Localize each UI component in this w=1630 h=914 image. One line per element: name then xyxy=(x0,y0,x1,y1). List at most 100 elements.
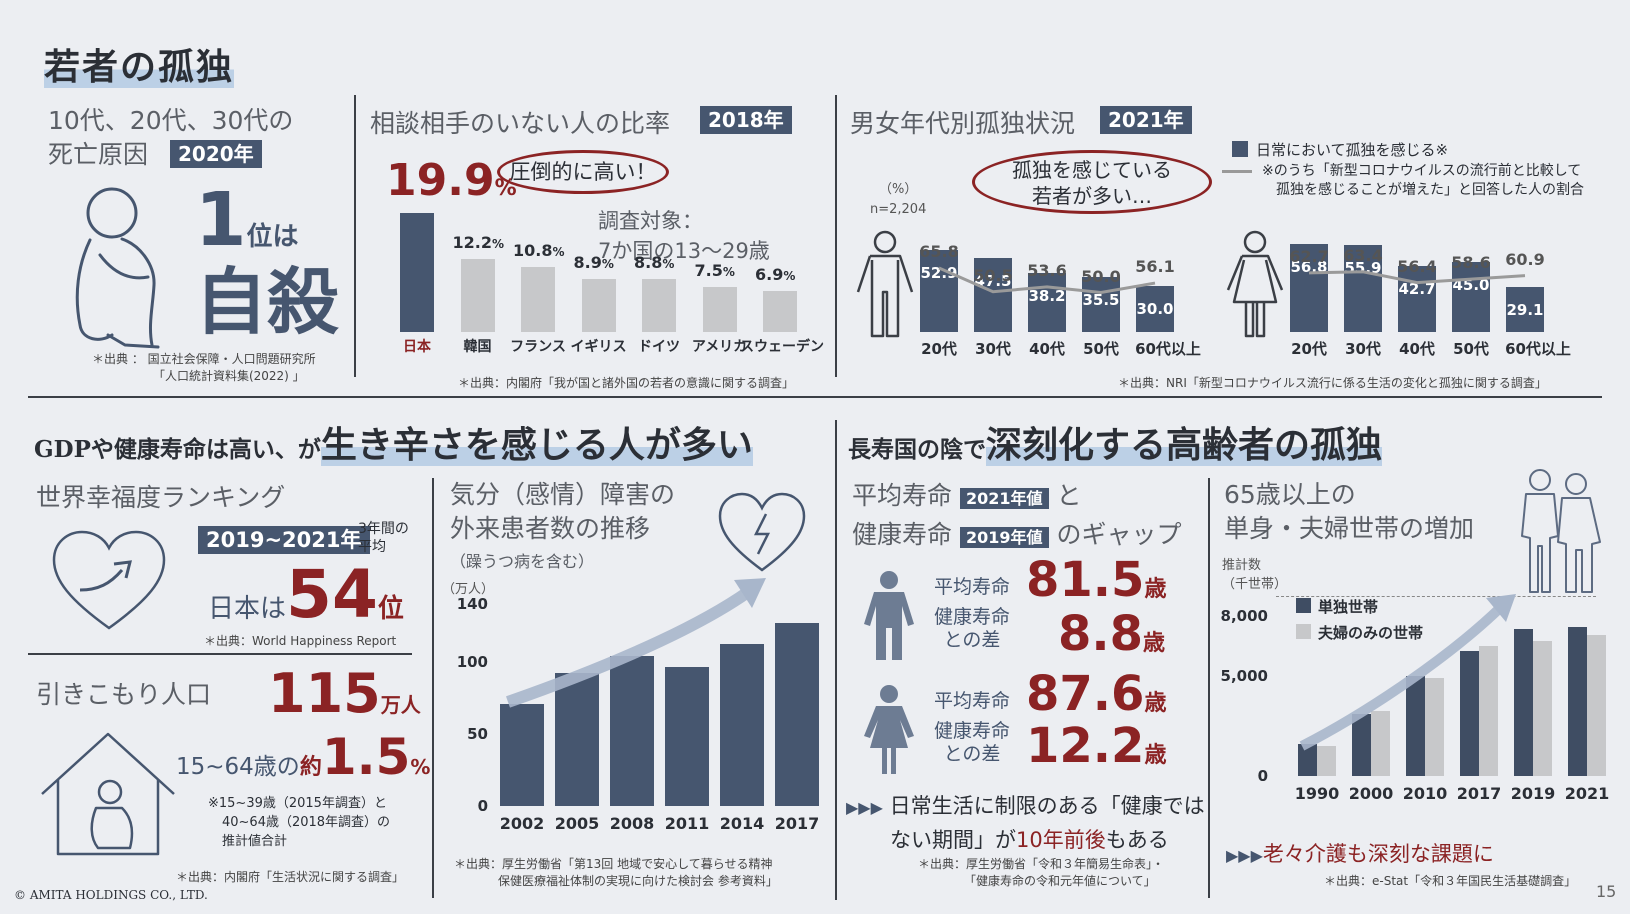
category-label: スウェーデン xyxy=(740,339,824,355)
house-person-icon xyxy=(41,732,175,856)
divider xyxy=(28,396,1602,398)
series-line xyxy=(1308,270,1526,285)
bar xyxy=(1398,265,1436,332)
y-tick-label: 50 xyxy=(467,724,488,743)
female-gap-value: 12.2歳 xyxy=(1026,718,1167,774)
female-person-icon xyxy=(1226,230,1284,338)
bar xyxy=(1290,243,1328,332)
trend-arrow xyxy=(506,578,766,708)
divider xyxy=(432,478,434,898)
divider xyxy=(835,420,837,900)
category-label: 50代 xyxy=(1083,340,1119,358)
category-label: 30代 xyxy=(975,340,1011,358)
bar xyxy=(1425,678,1444,776)
bar xyxy=(610,655,654,806)
bar xyxy=(1352,714,1371,776)
elderly-unit: 推計数 （千世帯） xyxy=(1222,558,1288,592)
category-label: 2000 xyxy=(1348,784,1394,803)
category-label: 2017 xyxy=(774,814,820,833)
band-heading-left: GDPや健康寿命は高い、が生き辛さを感じる人が多い xyxy=(34,424,753,466)
category-label: 20代 xyxy=(921,340,957,358)
male-loneliness-chart: 52.9 20代 47.5 30代 38.2 40代 35.5 50代 30.0 60代以上 65.… xyxy=(919,220,1220,365)
category-label: 2010 xyxy=(1402,784,1448,803)
elderly-callout: ▶▶▶老々介護も深刻な課題に xyxy=(1226,842,1494,866)
data-label: 35.5 xyxy=(1082,290,1120,309)
elderly-heading: 65歳以上の 単身・夫婦世帯の増加 xyxy=(1224,480,1475,543)
period-note: 3年間の 平均 xyxy=(358,521,409,555)
lonely-person-icon xyxy=(75,187,160,349)
elderly-couple-icon xyxy=(1521,469,1601,593)
bar xyxy=(665,667,709,806)
data-label: 38.2 xyxy=(1028,286,1066,305)
y-axis-unit: （万人） xyxy=(442,582,495,597)
legend-bar-label: 日常において孤独を感じる※ xyxy=(1256,141,1449,159)
happiness-rank: 日本は54位 xyxy=(208,556,404,633)
survey-note: 調査対象： 7か国の13〜29歳 xyxy=(598,209,770,263)
year-badge: 2020年 xyxy=(170,140,262,168)
category-label: 2021 xyxy=(1564,784,1610,803)
data-label-unit: % xyxy=(722,265,735,279)
category-label: イギリス xyxy=(570,339,627,355)
legend-swatch xyxy=(1296,624,1311,639)
bar xyxy=(775,622,819,806)
bar xyxy=(642,279,676,332)
y-tick-label: 0 xyxy=(477,797,488,815)
elderly-chart: 0 5,000 8,000 単独世帯 夫婦のみの世帯 1990 2000 2010 2017 20… xyxy=(1220,594,1609,836)
year-badge: 2019年値 xyxy=(959,527,1049,548)
divider xyxy=(1208,478,1210,898)
data-label: 10.8% xyxy=(513,241,565,261)
year-badge: 2021年値 xyxy=(959,488,1049,509)
source-text: ＊出典：e-Stat「令和３年国民生活基礎調査」 xyxy=(1324,874,1577,888)
data-label: 42.7 xyxy=(1398,279,1436,298)
page-title: 若者の孤独 xyxy=(44,47,235,88)
category-label: 2002 xyxy=(499,814,545,833)
broken-heart-icon xyxy=(718,492,806,572)
category-label: 60代以上 xyxy=(1505,340,1571,358)
legend-bar-swatch xyxy=(1232,141,1248,157)
line-layer xyxy=(1308,270,1526,285)
heart-arrow-icon xyxy=(52,530,166,630)
data-label: 63.4 xyxy=(1343,245,1383,265)
unit-label: （%） n=2,204 xyxy=(870,182,927,217)
source-text: ＊出典 ： 国立社会保障・人口問題研究所 「人口統計資料集(2022) 」 xyxy=(92,352,316,383)
y-tick-label: 100 xyxy=(456,652,488,671)
bar xyxy=(702,287,737,332)
female-gap-label: 健康寿命 との差 xyxy=(934,720,1011,765)
trend-arrow xyxy=(1299,594,1516,751)
bar xyxy=(1136,285,1174,332)
y-tick-label: 8,000 xyxy=(1220,607,1268,625)
bar xyxy=(720,644,764,806)
emphasis-bubble: 孤独を感じている 若者が多い… xyxy=(972,150,1212,214)
data-label: 56.1 xyxy=(1135,257,1175,277)
bar xyxy=(1406,675,1425,776)
data-label: 19.9% xyxy=(386,154,517,206)
data-label: 6.9% xyxy=(755,264,796,284)
bar xyxy=(555,673,599,806)
source-text: ＊出典：厚生労働省「令和３年簡易生命表」・ 「健康寿命の令和元年値について」 xyxy=(918,857,1165,888)
copyright: © AMITA HOLDINGS CO., LTD. xyxy=(14,888,208,902)
y-tick-label: 0 xyxy=(1257,767,1268,785)
sec2-heading: 相談相手のいない人の比率 xyxy=(370,109,671,138)
female-person-icon xyxy=(864,685,914,774)
data-label: 56.4 xyxy=(1397,256,1437,276)
bar xyxy=(521,267,555,332)
bar xyxy=(1452,262,1490,332)
data-label: 53.6 xyxy=(1027,260,1067,280)
category-label: 2008 xyxy=(609,814,655,833)
life-summary: ▶▶▶ 日常生活に制限のある「健康では ない期間」が10年前後もある xyxy=(846,794,1205,852)
life-heading: 平均寿命 2021年値 と 健康寿命 2019年値 のギャップ xyxy=(852,481,1182,549)
data-label: 30.0 xyxy=(1136,299,1174,318)
bar xyxy=(974,258,1012,332)
divider xyxy=(354,95,356,377)
bar xyxy=(1460,650,1479,776)
category-label: 韓国 xyxy=(463,339,492,355)
category-label: ドイツ xyxy=(638,339,680,355)
category-label: 2019 xyxy=(1510,784,1556,803)
data-label: 58.6 xyxy=(1451,253,1491,273)
data-label: 62.7 xyxy=(1289,246,1329,266)
hikikomori-ratio: 15~64歳の約1.5% xyxy=(176,728,431,786)
bar xyxy=(581,278,616,332)
male-person-icon xyxy=(856,230,914,338)
category-label: 40代 xyxy=(1029,340,1065,358)
bar xyxy=(1568,627,1587,776)
